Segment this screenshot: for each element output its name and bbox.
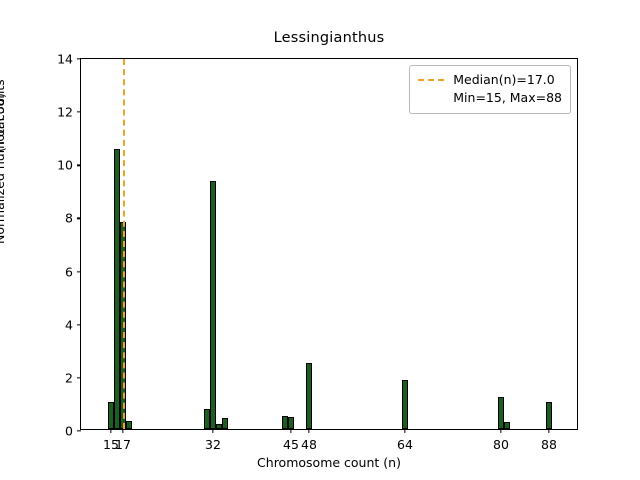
y-tick-label: 12 [57,104,73,120]
x-tick-label: 64 [397,437,413,452]
x-tick-mark [110,429,112,433]
plot-area: 0 2 4 6 8 10 12 14 15 17 32 45 48 64 80 88 Median(n)=1… [57,52,578,452]
legend-median-label: Median(n)=17.0 [453,72,555,87]
y-tick-label: 14 [57,51,73,67]
y-tick-mark [77,324,81,326]
x-tick-label: 48 [301,437,317,452]
legend-range-label: Min=15, Max=88 [453,90,562,106]
plot-inner [81,59,577,429]
y-tick-mark [77,111,81,113]
bar [504,422,510,429]
y-tick-mark [77,270,81,273]
y-tick-label: 6 [65,264,73,280]
x-tick-label: 17 [115,437,131,452]
bar [126,421,132,429]
x-tick-mark [308,429,310,433]
x-tick-label: 45 [283,437,299,452]
bar [546,402,552,429]
x-tick-label: 88 [541,437,557,452]
bar [498,397,504,429]
median-line [123,59,125,429]
bar [288,417,294,429]
x-tick-mark [290,429,292,433]
y-axis-total-label: (Total 38) [0,93,7,152]
x-tick-label: 15 [103,437,119,452]
bar [306,362,312,429]
x-tick-label: 32 [205,437,221,452]
bar [210,180,216,429]
x-tick-mark [548,429,550,433]
bar [222,418,228,429]
x-tick-mark [500,429,502,433]
x-tick-label: 80 [493,437,509,452]
bar [204,409,210,429]
x-tick-mark [122,429,124,433]
y-tick-mark [77,58,81,60]
y-tick-label: 10 [57,157,73,173]
bar [216,423,222,429]
legend-item-median: Median(n)=17.0 [418,71,562,89]
chart-title: Lessingianthus [273,30,385,46]
y-tick-mark [77,164,81,166]
x-tick-mark [212,429,214,433]
y-tick-mark [77,377,81,379]
bar [402,379,408,429]
y-tick-label: 8 [65,210,73,226]
x-tick-mark [404,429,406,433]
y-tick-label: 2 [65,370,73,386]
y-tick-label: 0 [65,423,73,439]
y-tick-mark [77,217,81,220]
bar [114,148,120,429]
y-tick-mark [77,430,81,432]
bar [108,402,114,429]
legend: Median(n)=17.0 Min=15, Max=88 [409,65,571,115]
x-axis-label: Chromosome count (n) [257,455,401,470]
y-tick-label: 4 [65,317,73,333]
bar [282,415,288,429]
dashed-line-icon [418,79,445,82]
